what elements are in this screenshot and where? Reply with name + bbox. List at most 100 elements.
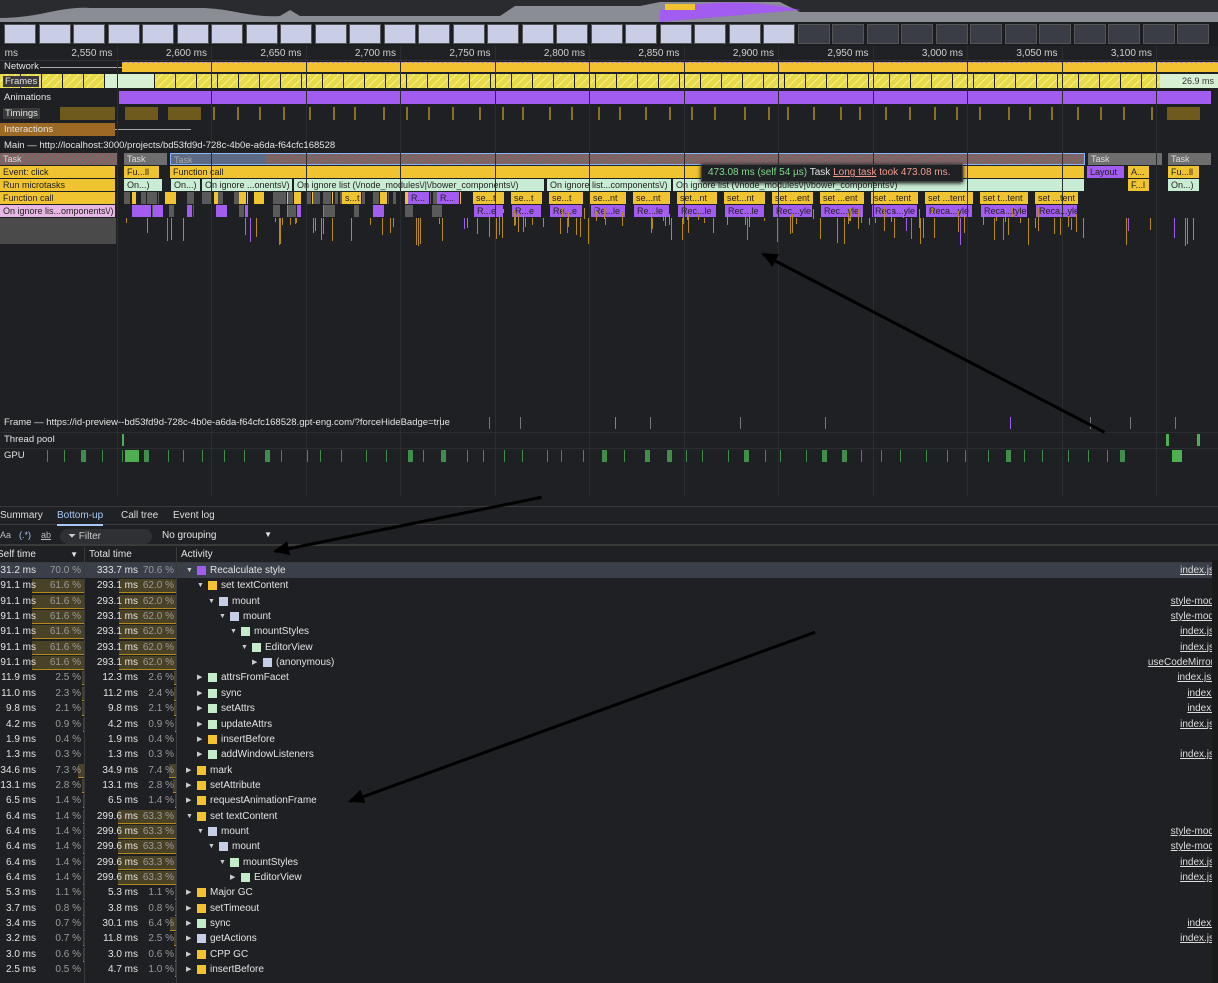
layout-block[interactable]: Layout bbox=[1087, 166, 1125, 178]
sub-call[interactable] bbox=[622, 211, 624, 226]
sub-call[interactable] bbox=[1070, 218, 1072, 230]
call-block[interactable] bbox=[293, 192, 302, 204]
gpu-task[interactable] bbox=[686, 450, 688, 462]
call-block[interactable] bbox=[379, 192, 389, 204]
table-row[interactable]: 9.8 ms 2.1 % 9.8 ms 2.1 % ▶ setAttrs index. bbox=[0, 701, 1218, 717]
source-link[interactable]: index.js bbox=[1180, 565, 1214, 576]
source-link[interactable]: index.js bbox=[1180, 718, 1214, 730]
gpu-task[interactable] bbox=[341, 450, 343, 462]
source-link[interactable]: style-mod bbox=[1170, 841, 1214, 853]
sub-call[interactable] bbox=[813, 209, 815, 220]
timing-mark[interactable] bbox=[1122, 107, 1125, 120]
gpu-task[interactable] bbox=[806, 450, 808, 462]
table-row[interactable]: 6.4 ms 1.4 % 299.6 ms 63.3 % ▼ mountStyles ind… bbox=[0, 855, 1218, 870]
frame-duration[interactable]: 26.9 ms bbox=[1160, 74, 1218, 88]
timing-mark[interactable] bbox=[786, 107, 789, 120]
screenshot-thumbnail[interactable] bbox=[1073, 24, 1106, 44]
table-row[interactable]: 291.1 ms 61.6 % 293.1 ms 62.0 % ▼ EditorView i… bbox=[0, 640, 1218, 655]
timing-marks[interactable] bbox=[125, 107, 158, 120]
expand-closed-icon[interactable]: ▶ bbox=[186, 920, 192, 928]
sub-call[interactable] bbox=[847, 212, 849, 224]
gpu-task[interactable] bbox=[101, 450, 103, 462]
set-text-content-block[interactable]: se...nt bbox=[633, 192, 671, 204]
expand-closed-icon[interactable]: ▶ bbox=[186, 889, 192, 897]
call-block[interactable] bbox=[253, 192, 265, 204]
screenshot-thumbnail[interactable] bbox=[797, 24, 830, 44]
screenshot-thumbnail[interactable] bbox=[4, 24, 36, 44]
frame-block[interactable] bbox=[785, 74, 805, 88]
timing-mark[interactable] bbox=[237, 107, 240, 120]
sub-call[interactable] bbox=[1008, 218, 1010, 236]
sub-call[interactable] bbox=[1059, 218, 1061, 236]
screenshot-thumbnail[interactable] bbox=[935, 24, 968, 44]
sub-call[interactable] bbox=[894, 218, 896, 238]
sub-call[interactable] bbox=[884, 207, 886, 231]
sub-call[interactable] bbox=[522, 216, 524, 233]
sub-call[interactable] bbox=[562, 207, 564, 217]
table-row[interactable]: 4.2 ms 0.9 % 4.2 ms 0.9 % ▶ updateAttrs index.… bbox=[0, 717, 1218, 732]
sub-call[interactable] bbox=[796, 218, 798, 224]
timing-mark[interactable] bbox=[258, 107, 261, 120]
microtask-block[interactable]: On ignore ...onents\/) bbox=[202, 179, 293, 191]
timing-mark[interactable] bbox=[1150, 107, 1153, 120]
gpu-task[interactable] bbox=[582, 450, 584, 462]
interactions-track[interactable]: Interactions bbox=[0, 123, 1218, 136]
source-link[interactable]: style-mod bbox=[1170, 825, 1214, 837]
timing-mark[interactable] bbox=[645, 107, 648, 120]
sub-call[interactable] bbox=[279, 218, 281, 244]
call-block[interactable] bbox=[243, 205, 249, 217]
tab-summary[interactable]: Summary bbox=[0, 510, 43, 521]
call-block[interactable] bbox=[153, 192, 158, 204]
recalculate-style-block[interactable]: Rec...le bbox=[678, 205, 717, 217]
recalculate-style-block[interactable]: Reca...yle bbox=[926, 205, 973, 217]
frame-block[interactable] bbox=[638, 74, 658, 88]
long-task-block[interactable]: Task bbox=[170, 153, 1085, 165]
gpu-task[interactable] bbox=[183, 450, 185, 462]
screenshot-thumbnail[interactable] bbox=[832, 24, 864, 44]
sub-call[interactable] bbox=[495, 218, 497, 236]
screenshot-thumbnail[interactable] bbox=[659, 24, 692, 44]
sub-call[interactable] bbox=[1187, 218, 1189, 244]
screenshot-thumbnail[interactable] bbox=[73, 24, 105, 44]
microtask-block[interactable]: On ignore list (\/node_modules\/|\/bower… bbox=[673, 179, 1085, 191]
screenshot-thumbnail[interactable] bbox=[625, 24, 657, 44]
sub-call[interactable] bbox=[850, 207, 852, 221]
sub-call[interactable] bbox=[532, 218, 534, 225]
expand-closed-icon[interactable]: ▶ bbox=[197, 705, 203, 713]
timing-mark[interactable] bbox=[451, 107, 454, 120]
frame-block[interactable] bbox=[764, 74, 784, 88]
sub-call[interactable] bbox=[697, 214, 699, 220]
screenshot-thumbnail[interactable] bbox=[383, 24, 416, 44]
sub-call[interactable] bbox=[1193, 218, 1195, 240]
source-link[interactable]: index.js bbox=[1180, 856, 1214, 868]
frame-block[interactable] bbox=[197, 74, 217, 88]
source-link[interactable]: style-mod bbox=[1170, 595, 1214, 607]
table-row[interactable]: 13.1 ms 2.8 % 13.1 ms 2.8 % ▶ setAttribute bbox=[0, 778, 1218, 793]
call-block[interactable] bbox=[404, 205, 414, 217]
table-row[interactable]: 11.0 ms 2.3 % 11.2 ms 2.4 % ▶ sync index. bbox=[0, 686, 1218, 701]
call-block[interactable] bbox=[288, 192, 294, 204]
sub-call[interactable] bbox=[515, 213, 516, 225]
frame-block[interactable] bbox=[239, 74, 259, 88]
screenshot-thumbnail[interactable] bbox=[1039, 24, 1071, 44]
timing-mark[interactable] bbox=[714, 107, 717, 120]
timing-mark[interactable] bbox=[839, 107, 842, 120]
gpu-task[interactable] bbox=[1087, 450, 1089, 462]
sub-call[interactable] bbox=[1053, 218, 1055, 234]
sub-call[interactable] bbox=[749, 207, 751, 227]
gpu-task[interactable] bbox=[881, 450, 883, 462]
gpu-task[interactable] bbox=[780, 450, 782, 462]
recalc-block[interactable]: R... bbox=[408, 192, 430, 204]
table-row[interactable]: 2.5 ms 0.5 % 4.7 ms 1.0 % ▶ insertBefore bbox=[0, 962, 1218, 978]
timing-mark[interactable] bbox=[478, 107, 481, 120]
microtask-block[interactable]: On ignore list...components\/) bbox=[547, 179, 672, 191]
frame-tick[interactable] bbox=[1130, 417, 1131, 429]
task-block[interactable]: Task bbox=[1168, 153, 1212, 165]
timing-marks[interactable] bbox=[168, 107, 201, 120]
task-block[interactable]: Task bbox=[0, 153, 118, 165]
recalculate-style-block[interactable]: Rec...yle bbox=[821, 205, 864, 217]
screenshot-thumbnail[interactable] bbox=[452, 24, 485, 44]
recalculate-style-block[interactable]: Re...e bbox=[550, 205, 583, 217]
frame-block[interactable] bbox=[344, 74, 364, 88]
cpu-overview[interactable] bbox=[0, 0, 1218, 23]
